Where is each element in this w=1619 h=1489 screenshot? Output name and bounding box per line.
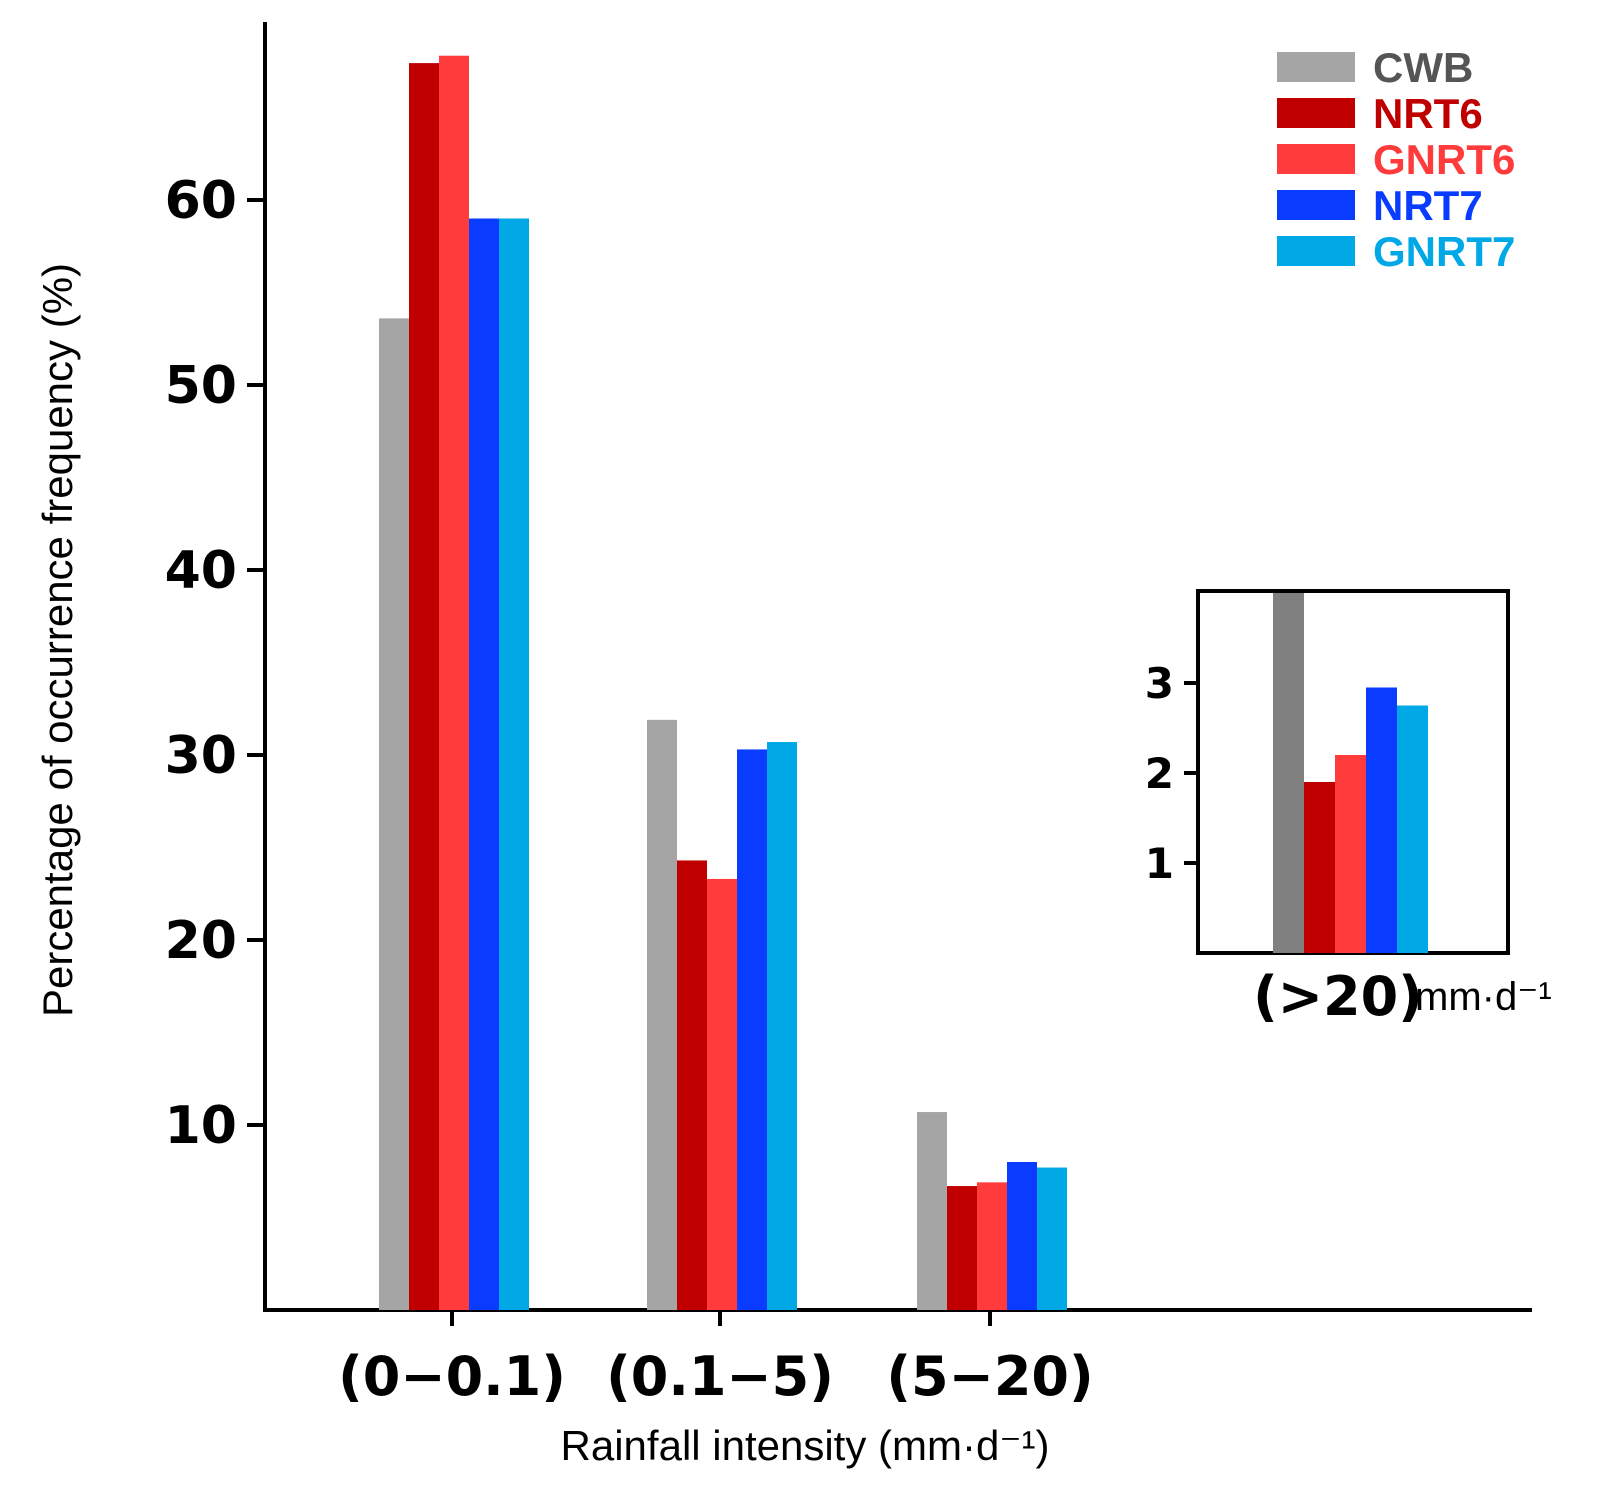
- inset-unit-label: mm·d⁻¹: [1415, 975, 1552, 1019]
- inset-plot: 1 2 3 (>20) mm·d⁻¹: [1145, 589, 1552, 1028]
- legend-label-gnrt7: GNRT7: [1373, 228, 1515, 275]
- bar-nrt6-0: [409, 63, 439, 1311]
- bar-nrt7-1: [737, 749, 767, 1310]
- inset-y-tick-label: 1: [1145, 839, 1174, 888]
- bar-nrt6-1: [677, 860, 707, 1310]
- legend-label-nrt6: NRT6: [1373, 90, 1483, 137]
- inset-bar-gnrt6: [1335, 755, 1366, 953]
- y-tick-label: 60: [165, 171, 237, 231]
- inset-y-tick-label: 2: [1145, 749, 1174, 798]
- y-tick-label: 10: [165, 1096, 237, 1156]
- bar-nrt7-2: [1007, 1162, 1037, 1310]
- inset-bars: [1273, 593, 1428, 953]
- bar-nrt7-0: [469, 218, 499, 1310]
- inset-category-label: (>20): [1253, 965, 1423, 1028]
- inset-y-tick-label: 3: [1145, 659, 1174, 708]
- legend-label-cwb: CWB: [1373, 44, 1473, 91]
- bars: [379, 55, 1067, 1311]
- bar-gnrt7-1: [767, 742, 797, 1310]
- y-axis-title: Percentage of occurrence frequency (%): [34, 263, 81, 1017]
- bar-gnrt6-2: [977, 1182, 1007, 1310]
- x-tick-label: (5−20): [886, 1345, 1093, 1408]
- inset-bar-cwb: [1273, 593, 1304, 953]
- legend-swatch-cwb: [1277, 52, 1355, 82]
- bar-gnrt6-1: [707, 878, 737, 1310]
- x-tick-label: (0.1−5): [606, 1345, 834, 1408]
- x-axis-title: Rainfall intensity (mm·d⁻¹): [561, 1422, 1050, 1469]
- y-tick-label: 50: [165, 356, 237, 416]
- legend-label-gnrt6: GNRT6: [1373, 136, 1515, 183]
- bar-gnrt7-2: [1037, 1167, 1067, 1310]
- bar-gnrt7-0: [499, 218, 529, 1310]
- y-ticks: 10 20 30 40 50 60: [165, 171, 265, 1156]
- inset-bar-nrt7: [1366, 687, 1397, 953]
- y-tick-label: 40: [165, 541, 237, 601]
- bar-nrt6-2: [947, 1186, 977, 1310]
- bar-gnrt6-0: [439, 55, 469, 1311]
- bar-cwb-2: [917, 1112, 947, 1310]
- legend-swatch-gnrt6: [1277, 144, 1355, 174]
- bar-cwb-1: [647, 719, 677, 1310]
- legend-label-nrt7: NRT7: [1373, 182, 1483, 229]
- legend-swatch-nrt7: [1277, 190, 1355, 220]
- y-tick-label: 20: [165, 911, 237, 971]
- legend-swatch-gnrt7: [1277, 236, 1355, 266]
- x-ticks: (0−0.1) (0.1−5) (5−20): [338, 1310, 1094, 1408]
- legend-swatch-nrt6: [1277, 98, 1355, 128]
- inset-y-ticks: 1 2 3: [1145, 659, 1198, 888]
- main-plot: 10 20 30 40 50 60 (0−0.1) (0.1−5) (5−20) Percen…: [34, 22, 1532, 1469]
- inset-bar-nrt6: [1304, 782, 1335, 953]
- x-tick-label: (0−0.1): [338, 1345, 566, 1408]
- y-tick-label: 30: [165, 726, 237, 786]
- inset-bar-gnrt7: [1397, 705, 1428, 953]
- bar-cwb-0: [379, 318, 409, 1310]
